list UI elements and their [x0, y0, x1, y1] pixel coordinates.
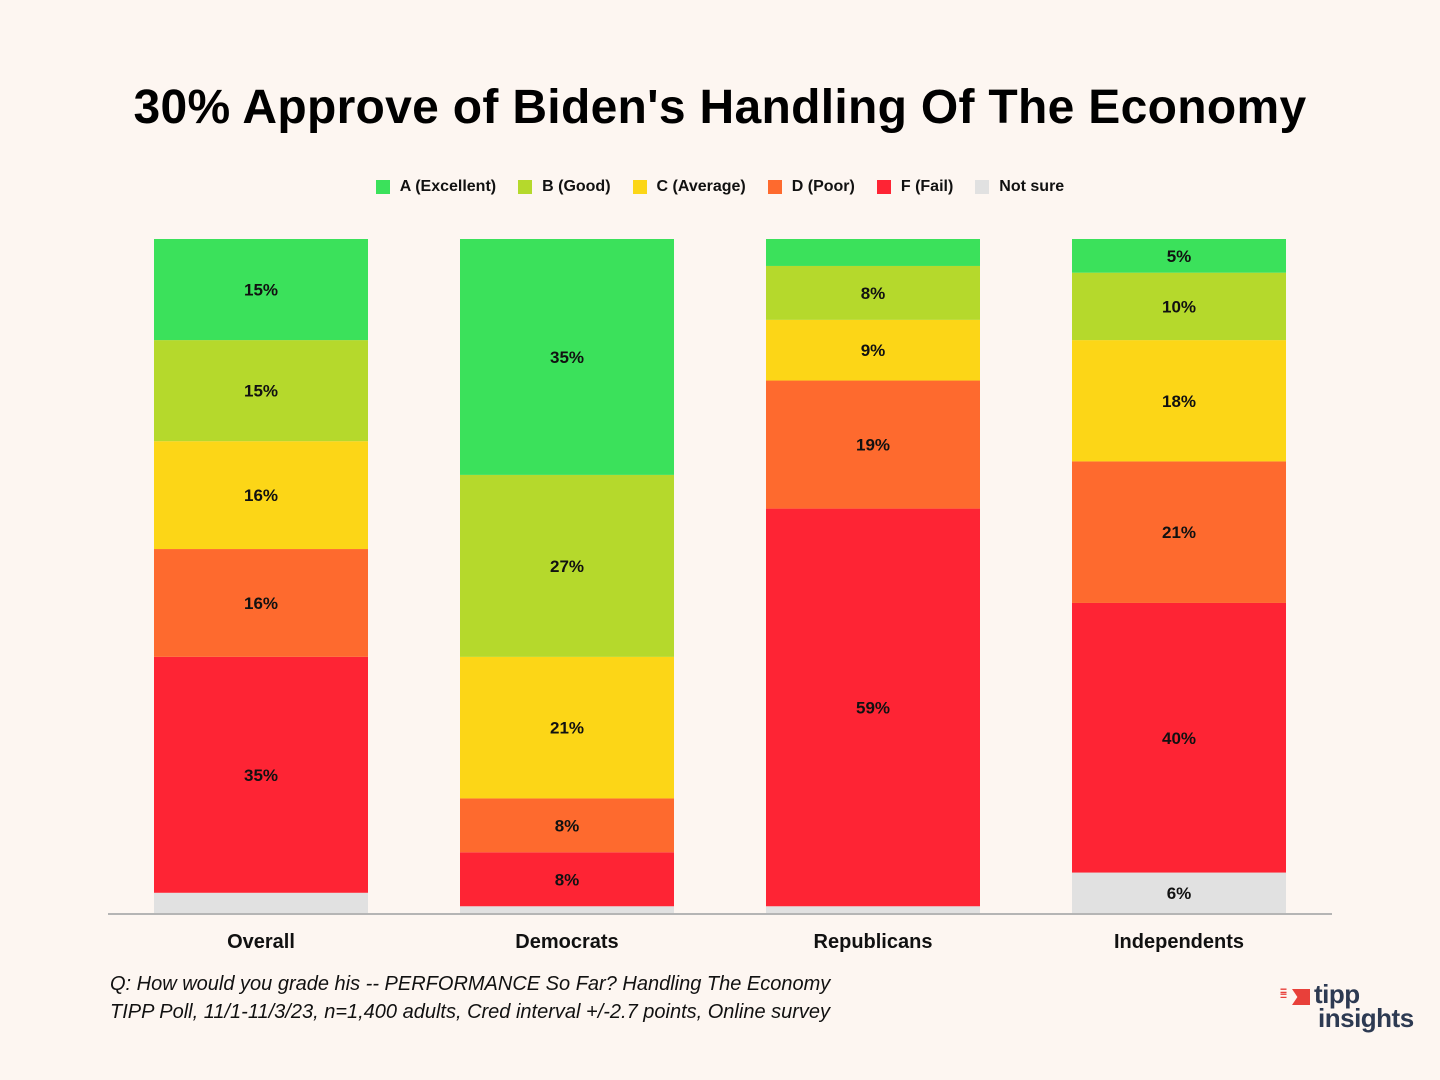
legend-swatch	[632, 180, 647, 194]
legend-label: C (Average)	[656, 178, 746, 195]
bar-segment-democrats-f-fail	[460, 852, 674, 907]
bar-segment-democrats-c-average	[460, 656, 674, 799]
x-tick-label: Republicans	[814, 931, 933, 953]
data-label: 6%	[1167, 884, 1192, 903]
x-tick-label: Democrats	[515, 931, 618, 953]
data-label: 16%	[244, 594, 278, 613]
data-label: 21%	[1162, 523, 1196, 542]
data-label: 8%	[861, 284, 886, 303]
bar-segment-democrats-not-sure	[460, 906, 674, 913]
data-label: 40%	[1162, 729, 1196, 748]
legend-item-f-fail: F (Fail)	[876, 178, 954, 196]
bar-segment-independents-f-fail	[1072, 602, 1286, 873]
data-label: 5%	[1167, 247, 1192, 266]
x-tick-label: Independents	[1114, 931, 1244, 953]
data-label: 8%	[555, 816, 580, 835]
logo-lines-icon: = =	[1280, 984, 1288, 1003]
bar-segment-overall-a-excellent	[154, 239, 368, 341]
data-label: 18%	[1162, 392, 1196, 411]
legend-label: B (Good)	[542, 178, 611, 195]
legend-item-b-good: B (Good)	[518, 178, 611, 196]
legend-swatch	[375, 180, 390, 194]
bar-segment-independents-not-sure	[1072, 872, 1286, 913]
logo-text-tipp: tipp	[1314, 979, 1360, 1009]
data-label: 59%	[856, 698, 890, 717]
data-label: 16%	[244, 486, 278, 505]
footer-question: Q: How would you grade his -- PERFORMANC…	[110, 973, 831, 995]
bar-segment-independents-b-good	[1072, 272, 1286, 341]
legend-item-d-poor: D (Poor)	[767, 178, 855, 196]
bar-segment-democrats-b-good	[460, 474, 674, 657]
bar-segment-republicans-not-sure	[766, 906, 980, 913]
bar-segment-republicans-f-fail	[766, 508, 980, 907]
data-label: 27%	[550, 557, 584, 576]
legend-item-c-average: C (Average)	[632, 178, 746, 196]
footer: Q: How would you grade his -- PERFORMANC…	[110, 970, 830, 1026]
legend-swatch	[767, 180, 782, 194]
bar-segment-overall-d-poor	[154, 549, 368, 657]
legend-item-not-sure: Not sure	[975, 178, 1064, 196]
data-label: 15%	[244, 382, 278, 401]
legend-label: F (Fail)	[900, 178, 954, 195]
data-label: 15%	[244, 281, 278, 300]
legend-swatch	[876, 180, 891, 194]
bar-segment-overall-c-average	[154, 441, 368, 550]
data-label: 8%	[555, 870, 580, 889]
bar-segment-republicans-b-good	[766, 265, 980, 320]
data-label: 35%	[244, 766, 278, 785]
bar-segment-independents-c-average	[1072, 340, 1286, 462]
legend-item-a-excellent: A (Excellent)	[375, 178, 497, 196]
legend-label: A (Excellent)	[399, 178, 497, 195]
bar-segment-republicans-c-average	[766, 319, 980, 381]
data-label: 35%	[550, 348, 584, 367]
bar-segment-independents-a-excellent	[1072, 239, 1286, 273]
footer-source: TIPP Poll, 11/1-11/3/23, n=1,400 adults,…	[110, 1001, 831, 1023]
bar-segment-independents-d-poor	[1072, 461, 1286, 603]
tipp-insights-logo: = = tipp insights	[1280, 979, 1430, 1035]
bar-segment-overall-not-sure	[154, 892, 368, 913]
logo-flag-icon	[1292, 989, 1310, 1005]
data-label: 21%	[550, 719, 584, 738]
legend-label: D (Poor)	[791, 178, 855, 195]
bar-segment-republicans-d-poor	[766, 380, 980, 509]
logo-text-insights: insights	[1318, 1003, 1414, 1033]
bar-segment-democrats-a-excellent	[460, 239, 674, 475]
chart-title: 30% Approve of Biden's Handling Of The E…	[133, 81, 1307, 134]
legend-label: Not sure	[999, 178, 1065, 195]
bar-segment-overall-b-good	[154, 340, 368, 442]
legend: A (Excellent) B (Good) C (Average) D (Poor)…	[0, 178, 1440, 196]
data-label: 19%	[856, 436, 890, 455]
bar-segment-republicans-a-excellent	[766, 239, 980, 266]
data-label: 9%	[861, 341, 886, 360]
x-tick-label: Overall	[227, 931, 295, 953]
bar-segment-overall-f-fail	[154, 656, 368, 893]
legend-swatch	[518, 180, 533, 194]
bar-segment-democrats-d-poor	[460, 798, 674, 853]
legend-swatch	[975, 180, 990, 194]
data-label: 10%	[1162, 297, 1196, 316]
